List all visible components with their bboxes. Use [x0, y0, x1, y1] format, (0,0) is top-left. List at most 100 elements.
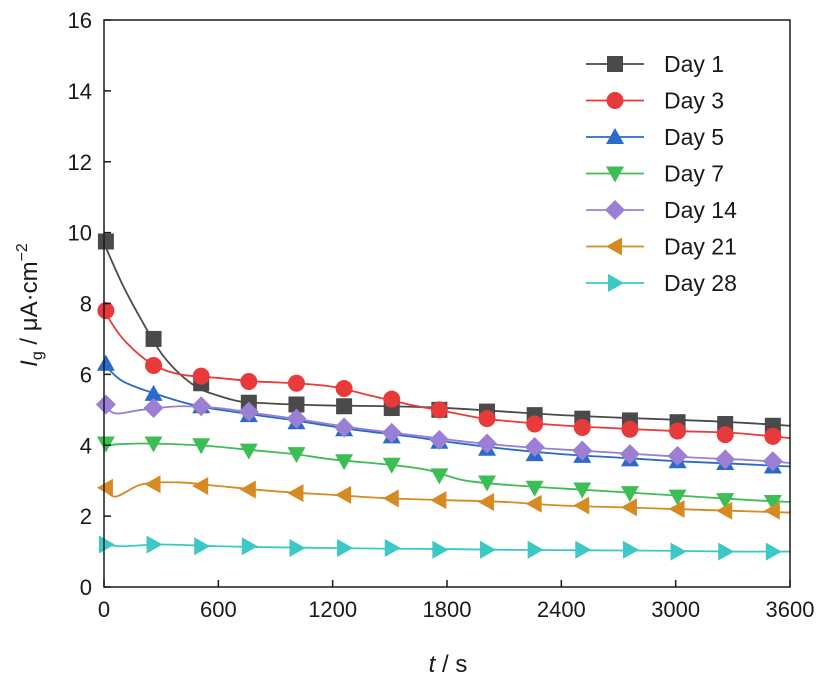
data-point — [240, 372, 258, 390]
data-point — [430, 491, 447, 510]
y-tick-label: 4 — [80, 433, 92, 458]
data-point — [192, 477, 209, 496]
y-axis-variable: I — [16, 360, 43, 367]
data-point — [620, 498, 637, 517]
data-point — [287, 484, 304, 503]
x-tick-label: 1800 — [423, 597, 472, 622]
y-tick-label: 0 — [80, 575, 92, 600]
data-point — [335, 380, 353, 398]
data-point — [478, 410, 496, 428]
data-point — [337, 539, 354, 558]
x-tick-label: 600 — [200, 597, 237, 622]
data-point — [381, 422, 402, 443]
data-point — [145, 357, 163, 375]
y-axis-unit: μA·cm — [16, 261, 43, 331]
series-markers — [95, 233, 783, 561]
x-tick-label: 1200 — [308, 597, 357, 622]
legend-marker — [608, 274, 624, 292]
data-point — [286, 408, 307, 429]
data-point — [192, 438, 211, 455]
y-tick-label: 8 — [80, 292, 92, 317]
data-point — [525, 480, 544, 497]
y-tick-label: 16 — [68, 8, 92, 33]
data-point — [97, 302, 115, 320]
data-point — [573, 419, 591, 437]
data-point — [762, 451, 783, 472]
data-point — [765, 542, 782, 561]
data-point — [668, 500, 685, 519]
legend-label: Day 14 — [664, 197, 737, 223]
data-point — [191, 396, 212, 417]
y-tick-label: 12 — [68, 150, 92, 175]
y-tick-label: 14 — [68, 79, 92, 104]
data-point — [144, 436, 163, 453]
data-point — [239, 443, 258, 460]
data-point — [667, 445, 688, 466]
data-point — [670, 542, 687, 561]
data-point — [145, 330, 162, 347]
legend: Day 1 Day 3 Day 5 Day 7 Day 14 Day 21 Day 28 — [586, 51, 737, 296]
data-point — [622, 540, 639, 559]
data-point — [143, 398, 164, 419]
legend-label: Day 5 — [664, 124, 724, 150]
data-point — [384, 539, 401, 558]
data-point — [334, 417, 355, 438]
data-point — [718, 542, 735, 561]
data-point — [96, 354, 115, 371]
data-point — [527, 540, 544, 559]
legend-marker — [606, 237, 622, 256]
data-point — [575, 540, 592, 559]
y-axis-title: Ig / μA·cm−2 — [14, 243, 46, 367]
data-point — [336, 398, 353, 415]
x-tick-label: 0 — [98, 597, 110, 622]
y-tick-label: 6 — [80, 362, 92, 387]
data-point — [95, 394, 116, 415]
x-axis-title: t / s — [429, 651, 468, 678]
data-point — [239, 480, 256, 499]
legend-marker — [606, 128, 624, 144]
data-point — [383, 390, 401, 408]
legend-label: Day 1 — [664, 51, 724, 77]
data-point — [335, 485, 352, 504]
data-point — [96, 478, 113, 497]
legend-marker — [607, 56, 623, 72]
data-point — [382, 457, 401, 474]
legend-marker — [606, 166, 624, 183]
y-axis-subscript: g — [29, 351, 46, 360]
data-point — [430, 468, 449, 485]
x-tick-label: 3000 — [651, 597, 700, 622]
data-point — [525, 494, 542, 513]
data-point — [669, 422, 687, 440]
data-point — [619, 444, 640, 465]
data-point — [98, 535, 115, 554]
data-point — [716, 426, 734, 444]
data-point — [335, 454, 354, 471]
data-point — [287, 374, 305, 392]
data-point — [96, 436, 115, 453]
data-point — [620, 486, 639, 503]
data-point — [97, 233, 114, 250]
data-point — [146, 535, 163, 554]
x-tick-label: 2400 — [537, 597, 586, 622]
data-point — [763, 494, 782, 511]
data-point — [287, 447, 306, 464]
x-axis-variable: t — [429, 651, 437, 678]
series-line-3 — [103, 363, 791, 468]
data-point — [716, 501, 733, 520]
data-point — [382, 489, 399, 508]
y-axis-superscript: −2 — [14, 243, 31, 261]
data-point — [430, 401, 448, 419]
legend-label: Day 3 — [664, 88, 724, 114]
data-point — [477, 433, 498, 454]
y-tick-label: 10 — [68, 221, 92, 246]
data-point — [716, 493, 735, 510]
x-axis-separator: / — [435, 651, 455, 678]
legend-label: Day 21 — [664, 234, 737, 260]
legend-label: Day 28 — [664, 270, 737, 296]
data-point — [573, 496, 590, 515]
data-point — [524, 437, 545, 458]
data-point — [192, 367, 210, 385]
x-axis-unit: s — [455, 651, 467, 678]
data-point — [144, 384, 163, 401]
